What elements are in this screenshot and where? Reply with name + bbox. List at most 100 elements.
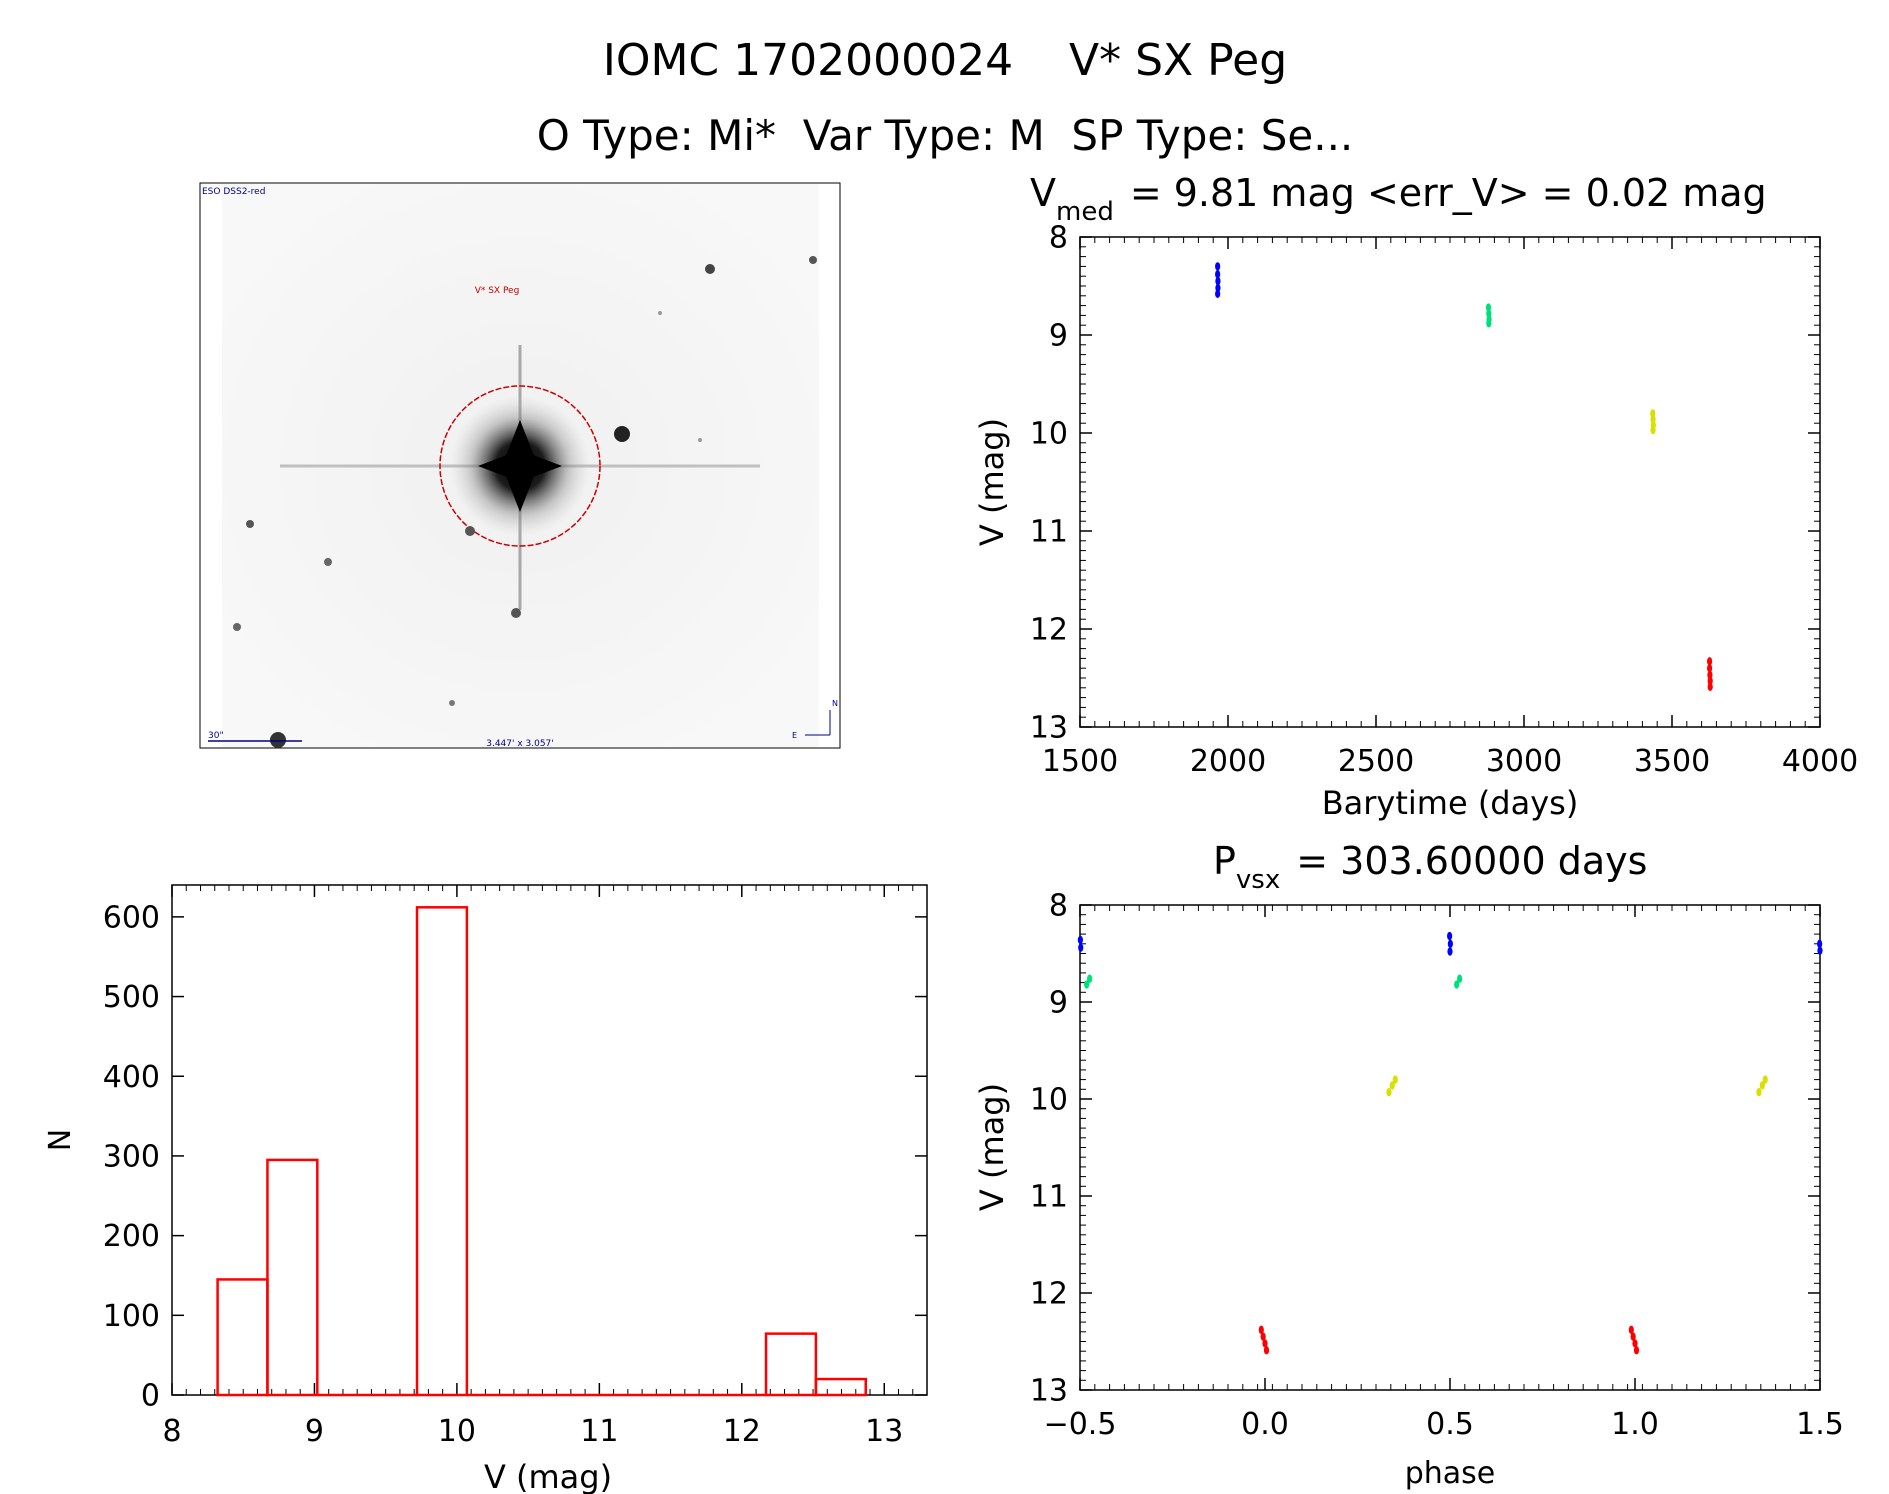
page-title: IOMC 1702000024 V* SX Peg xyxy=(603,35,1287,86)
histogram-ytick-label: 100 xyxy=(103,1299,160,1334)
histogram-axes xyxy=(171,884,928,1396)
histogram-ylabel: N xyxy=(43,1129,78,1151)
lightcurve-point xyxy=(1650,425,1656,435)
phased-ytick-label: 8 xyxy=(1049,889,1068,924)
lightcurve-xtick-label: 4000 xyxy=(1782,744,1858,779)
phased-xtick-label: 1.5 xyxy=(1796,1407,1844,1442)
lightcurve-ytick-label: 8 xyxy=(1049,221,1068,256)
phased-point xyxy=(1263,1346,1270,1355)
phased-title: Pvsx = 303.60000 days xyxy=(1213,839,1647,895)
phased-point xyxy=(1630,1332,1636,1341)
phased-point xyxy=(1454,980,1460,989)
lightcurve-point xyxy=(1707,676,1713,686)
survey-label: ESO DSS2-red xyxy=(202,187,265,197)
phased-ylabel: V (mag) xyxy=(973,1083,1011,1211)
compass: N E xyxy=(792,699,838,740)
lightcurve-title-main: V xyxy=(1030,171,1056,215)
lightcurve-point xyxy=(1215,270,1221,279)
histogram-xtick-label: 11 xyxy=(580,1414,618,1449)
phased-ytick-label: 12 xyxy=(1030,1277,1068,1312)
phased-title-rest: = 303.60000 days xyxy=(1296,839,1647,883)
histogram-xtick-label: 8 xyxy=(162,1414,181,1449)
lightcurve-title-rest: = 9.81 mag <err_V> = 0.02 mag xyxy=(1130,171,1767,215)
field-star xyxy=(324,558,332,566)
scale-label: 30" xyxy=(208,731,224,741)
phased-xtick-label: 0.5 xyxy=(1426,1407,1474,1442)
phased-ytick-label: 13 xyxy=(1030,1374,1068,1409)
lightcurve-point xyxy=(1215,262,1221,271)
lightcurve-xtick-label: 1500 xyxy=(1042,744,1118,779)
lightcurve-xtick-label: 2500 xyxy=(1338,744,1414,779)
lightcurve-point xyxy=(1706,657,1713,666)
phased-point xyxy=(1633,1346,1640,1355)
phased-xtick-label: 0.0 xyxy=(1241,1407,1289,1442)
lightcurve-ytick-label: 9 xyxy=(1049,319,1068,354)
phased-title-sub: vsx xyxy=(1236,865,1280,895)
phased-point xyxy=(1087,974,1093,983)
compass-north-label: N xyxy=(832,699,838,708)
histogram-bar xyxy=(216,1278,269,1397)
histogram-xtick-label: 9 xyxy=(305,1414,324,1449)
phased-point xyxy=(1447,931,1453,941)
phased-point xyxy=(1078,943,1084,952)
finder-chart: ESO DSS2-red V* SX Peg 30" 3.447' x 3.05… xyxy=(199,182,841,749)
field-star xyxy=(246,520,254,528)
lightcurve-point xyxy=(1486,319,1492,328)
field-star xyxy=(233,623,241,631)
phased-ytick-label: 9 xyxy=(1049,986,1068,1021)
histogram-xtick-label: 13 xyxy=(865,1414,903,1449)
histogram-ytick-label: 0 xyxy=(141,1379,160,1414)
histogram-bar xyxy=(814,1377,867,1397)
phased-point xyxy=(1817,939,1823,948)
lightcurve-panel: Vmed = 9.81 mag <err_V> = 0.02 mag 1500 20… xyxy=(973,171,1858,822)
histogram-xtick-label: 12 xyxy=(723,1414,761,1449)
phased-point xyxy=(1817,946,1823,955)
phased-point xyxy=(1258,1325,1264,1335)
phased-title-main: P xyxy=(1213,839,1236,883)
phased-xlabel: phase xyxy=(1405,1456,1496,1491)
lightcurve-xtick-label: 3500 xyxy=(1634,744,1710,779)
lightcurve-title: Vmed = 9.81 mag <err_V> = 0.02 mag xyxy=(1030,171,1767,227)
page-subtitle: O Type: Mi* Var Type: M SP Type: Se... xyxy=(537,111,1354,160)
field-star xyxy=(270,732,286,748)
field-star xyxy=(614,426,630,442)
histogram-ytick-label: 200 xyxy=(103,1219,160,1254)
histogram-bar xyxy=(266,1158,319,1397)
phased-ytick-label: 11 xyxy=(1030,1180,1068,1215)
size-label: 3.447' x 3.057' xyxy=(486,739,554,749)
field-star xyxy=(449,700,455,706)
phased-point xyxy=(1447,939,1453,948)
phased-point xyxy=(1628,1325,1634,1335)
phased-point xyxy=(1077,935,1083,945)
phased-panel: Pvsx = 303.60000 days −0.5 0.0 0.5 1.0 1.5 8 9 1… xyxy=(973,839,1844,1491)
lightcurve-xlabel: Barytime (days) xyxy=(1322,784,1579,822)
histogram-xlabel: V (mag) xyxy=(484,1458,612,1494)
target-star-core-h xyxy=(478,450,562,482)
lightcurve-point xyxy=(1707,682,1713,692)
phased-point xyxy=(1084,980,1090,989)
field-star xyxy=(698,438,702,442)
field-star xyxy=(658,311,662,315)
phased-xtick-label: 1.0 xyxy=(1611,1407,1659,1442)
phased-point xyxy=(1262,1339,1268,1348)
histogram-panel: 8 9 10 11 12 13 0 100 200 300 400 500 600 V (mag) N xyxy=(43,884,928,1494)
object-label: V* SX Peg xyxy=(475,286,520,296)
lightcurve-title-sub: med xyxy=(1056,197,1114,227)
phased-point xyxy=(1457,974,1463,983)
lightcurve-ytick-label: 13 xyxy=(1030,711,1068,746)
phased-point xyxy=(1447,947,1453,956)
phased-ytick-label: 10 xyxy=(1030,1083,1068,1118)
histogram-ytick-label: 600 xyxy=(103,900,160,935)
phased-point xyxy=(1632,1339,1638,1348)
histogram-ytick-label: 400 xyxy=(103,1060,160,1095)
phased-point xyxy=(1756,1088,1762,1097)
histogram-xtick-label: 10 xyxy=(438,1414,476,1449)
lightcurve-xtick-label: 3000 xyxy=(1486,744,1562,779)
lightcurve-axes xyxy=(1079,236,1821,728)
lightcurve-point xyxy=(1215,276,1221,286)
field-star xyxy=(809,256,817,264)
lightcurve-ytick-label: 12 xyxy=(1030,613,1068,648)
phased-point xyxy=(1386,1088,1392,1097)
lightcurve-point xyxy=(1706,664,1713,673)
